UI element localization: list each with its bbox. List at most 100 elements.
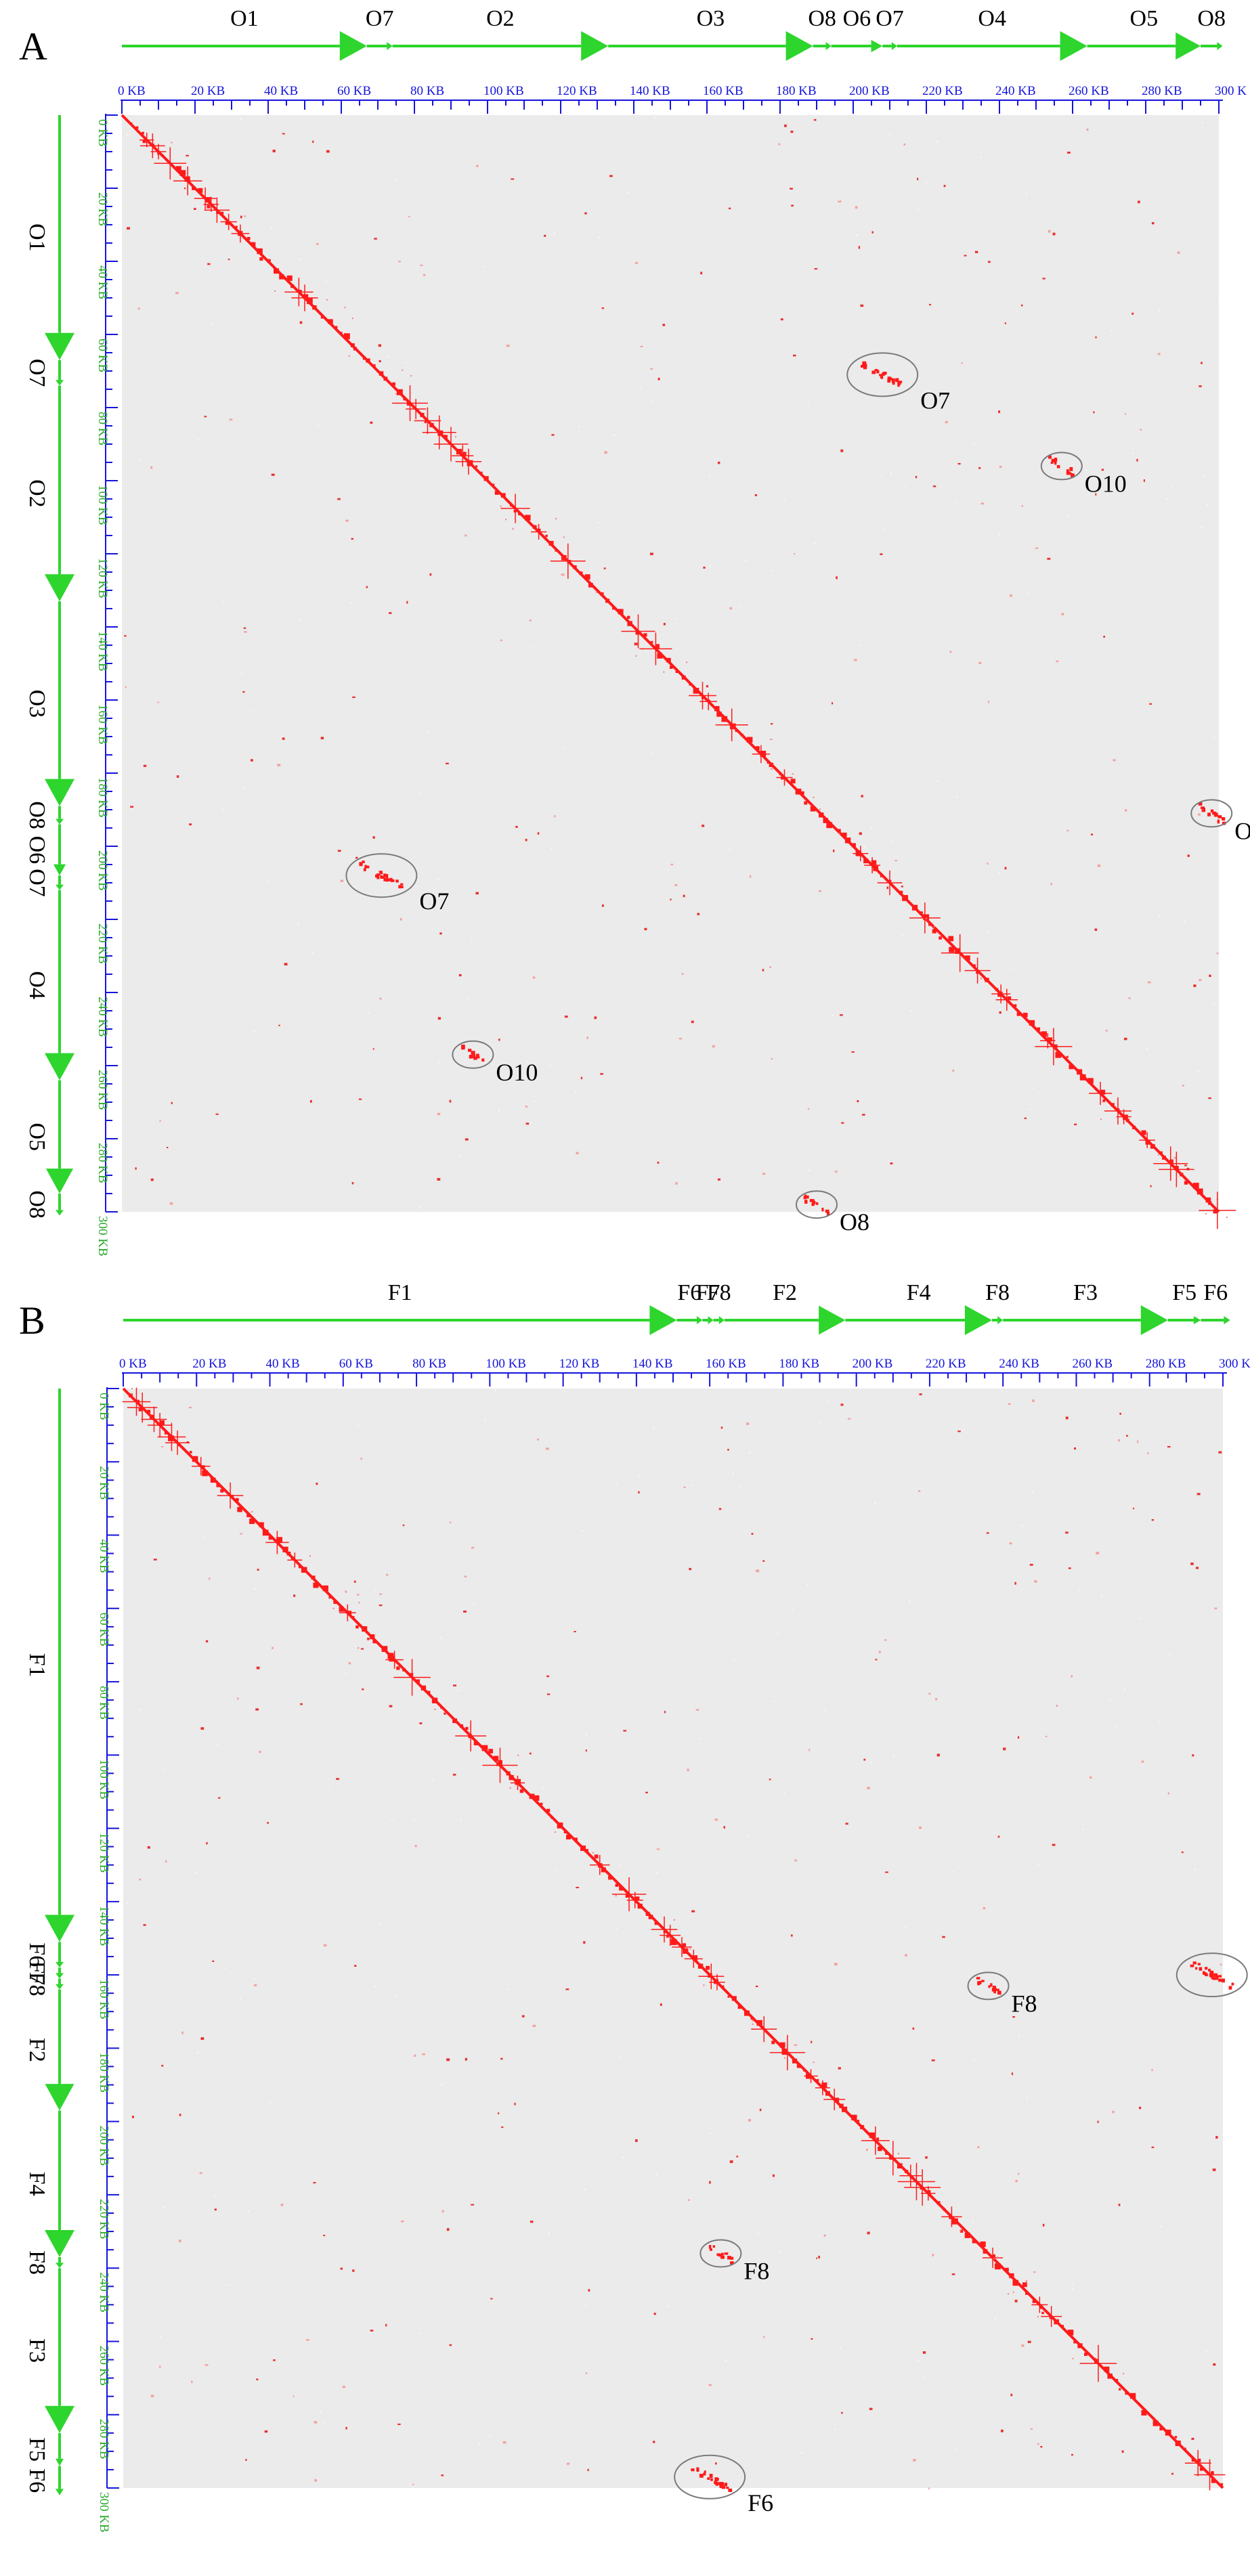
cluster-dot — [721, 2486, 726, 2489]
diagonal-dot — [415, 408, 418, 412]
y-tick-label: 40 KB — [97, 1540, 111, 1573]
noise-dot — [463, 1610, 467, 1613]
noise-dot — [772, 2174, 775, 2177]
noise-dot — [379, 1593, 383, 1595]
cluster-dot — [892, 380, 895, 385]
speck — [1205, 2351, 1207, 2353]
noise-dot — [861, 1114, 865, 1116]
noise-dot — [987, 700, 989, 703]
speck — [1166, 498, 1168, 500]
speck — [901, 935, 903, 937]
diagonal-dot — [160, 154, 164, 157]
speck — [956, 502, 958, 504]
diagonal-dot — [637, 1903, 643, 1909]
noise-dot — [452, 1774, 456, 1776]
speck — [892, 1755, 895, 1757]
noise-dot — [500, 639, 503, 641]
diagonal-dot — [915, 2183, 918, 2185]
noise-dot — [683, 1486, 686, 1489]
noise-dot — [736, 2156, 739, 2158]
speck — [440, 2084, 442, 2086]
diagonal-dot — [1191, 2458, 1196, 2462]
noise-dot — [915, 475, 918, 479]
y-tick-label: 120 KB — [97, 1833, 111, 1873]
cluster-dot — [1218, 1978, 1222, 1982]
diagonal-dot — [1162, 1156, 1167, 1160]
diagonal-dot — [557, 1822, 563, 1829]
cluster-dot — [863, 365, 867, 370]
speck — [808, 1169, 810, 1171]
noise-dot — [1056, 1705, 1058, 1707]
noise-dot — [574, 1631, 576, 1633]
diagonal-dot — [149, 1414, 154, 1420]
cluster-dot — [805, 1195, 809, 1199]
noise-dot — [561, 573, 565, 576]
diagonal-dot — [635, 630, 640, 635]
x-tick-label: 300 KB — [1219, 1357, 1250, 1371]
speck — [239, 1997, 241, 1999]
diagonal-dot — [625, 1893, 630, 1898]
noise-dot — [356, 1594, 360, 1596]
cluster-dot — [481, 1058, 485, 1062]
noise-dot — [228, 258, 230, 261]
diagonal-dot — [627, 621, 632, 626]
cluster-dot — [1228, 1986, 1232, 1990]
diagonal-dot — [506, 1771, 511, 1776]
speck — [1013, 967, 1015, 969]
diagonal-halo — [332, 1607, 335, 1609]
diagonal-dot — [1066, 1055, 1069, 1058]
diagonal-dot — [972, 964, 976, 967]
noise-dot — [756, 1569, 760, 1573]
cluster-dot — [993, 1990, 996, 1994]
speck — [320, 2411, 322, 2414]
noise-dot — [841, 1122, 844, 1124]
noise-dot — [1216, 953, 1219, 955]
segment-arrow-head — [997, 1316, 1004, 1324]
diagonal-dot — [626, 615, 630, 619]
cluster-dot — [997, 1990, 1001, 1995]
speck — [597, 521, 599, 523]
noise-dot — [397, 2423, 401, 2426]
x-tick-label: 20 KB — [191, 84, 225, 98]
noise-dot — [1177, 251, 1180, 254]
diagonal-dot — [561, 554, 567, 561]
speck — [484, 1418, 486, 1420]
diagonal-dot — [985, 978, 989, 982]
speck — [1021, 1525, 1023, 1527]
speck — [267, 879, 270, 881]
speck — [1140, 1617, 1142, 1619]
speck — [1159, 1721, 1161, 1723]
noise-dot — [1065, 1416, 1069, 1420]
diagonal-dot — [313, 1582, 319, 1588]
diagonal-dot — [825, 2091, 830, 2096]
diagonal-halo — [1012, 2291, 1014, 2293]
diagonal-dot — [164, 1431, 168, 1435]
segment-arrow-head-left — [56, 818, 64, 825]
segment-label-left: F8 — [24, 2250, 49, 2275]
diagonal-dot — [135, 126, 139, 129]
noise-dot — [1035, 547, 1039, 550]
speck — [913, 2163, 915, 2165]
diagonal-dot — [980, 2241, 986, 2248]
y-tick-label: 240 KB — [95, 997, 110, 1037]
noise-dot — [790, 188, 793, 190]
noise-dot — [660, 2003, 662, 2006]
diagonal-dot — [1104, 2366, 1110, 2372]
diagonal-dot — [488, 1749, 494, 1753]
diagonal-dot — [873, 865, 879, 871]
segment-label: F1 — [388, 1280, 412, 1305]
noise-dot — [1074, 1447, 1077, 1450]
cluster-dot — [1222, 821, 1226, 825]
noise-dot — [770, 768, 773, 770]
diagonal-dot — [675, 670, 678, 674]
noise-dot — [372, 1048, 374, 1050]
x-tick-label: 60 KB — [337, 84, 371, 98]
noise-dot — [1030, 2428, 1033, 2430]
noise-dot — [257, 1569, 259, 1571]
diagonal-dot — [729, 723, 736, 730]
cluster-dot — [1207, 812, 1211, 816]
noise-dot — [374, 238, 377, 240]
diagonal-dot — [851, 2114, 857, 2121]
diagonal-dot — [142, 131, 144, 135]
cluster-dot — [1194, 1967, 1198, 1970]
